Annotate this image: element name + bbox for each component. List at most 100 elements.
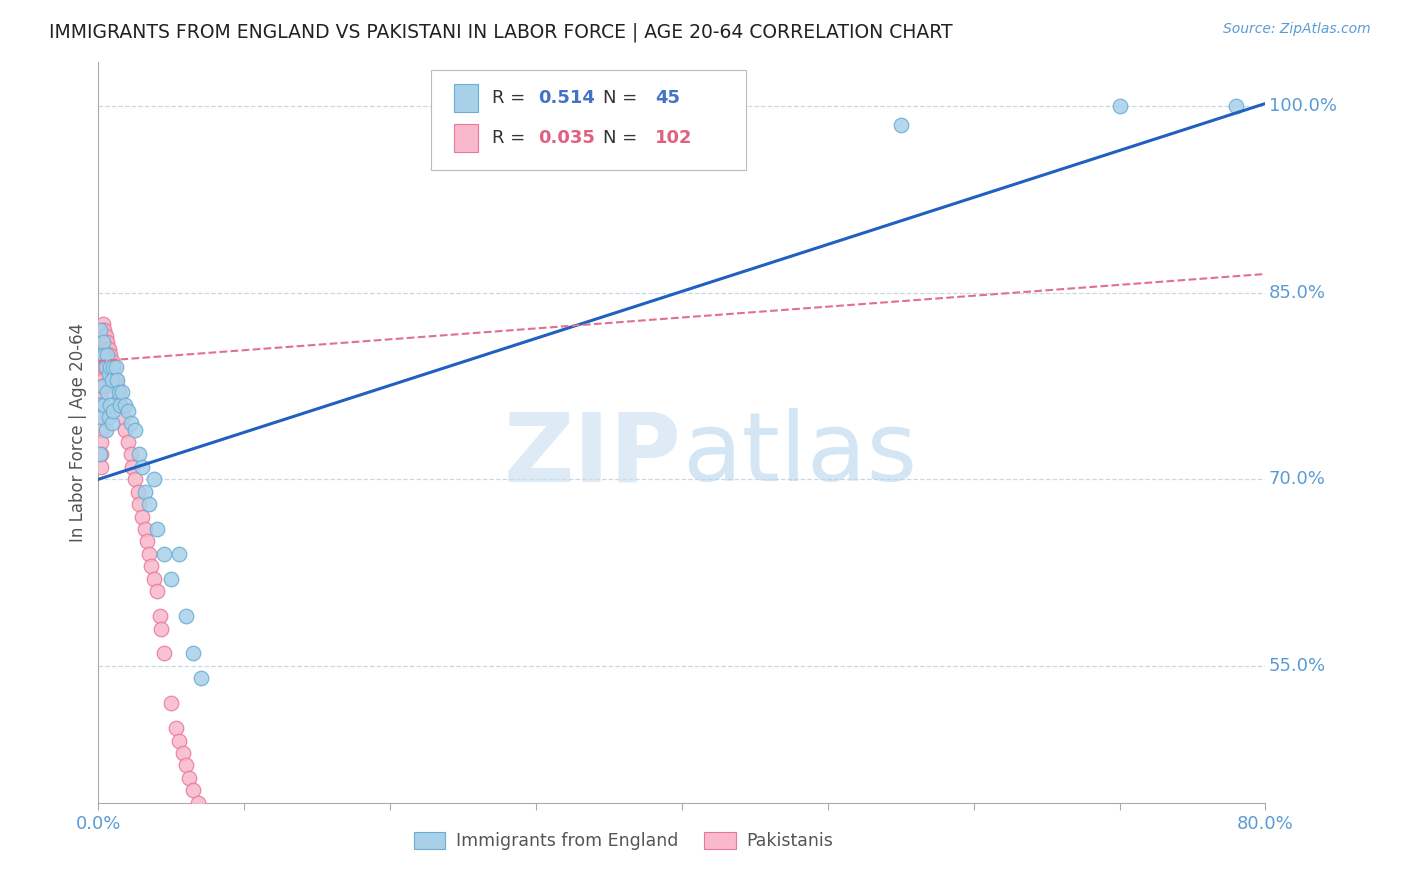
Point — [167, 733, 190, 747]
Point — [114, 398, 136, 412]
Point — [98, 348, 121, 362]
Point — [160, 572, 183, 586]
Point — [90, 360, 112, 375]
Point — [91, 329, 114, 343]
Text: 55.0%: 55.0% — [1268, 657, 1326, 675]
Point — [124, 423, 146, 437]
Point — [150, 622, 173, 636]
Point — [91, 335, 114, 350]
Point — [135, 534, 157, 549]
Point — [93, 398, 115, 412]
Point — [89, 373, 111, 387]
Point — [90, 459, 112, 474]
Point — [120, 417, 142, 431]
Bar — [454, 84, 478, 112]
Point — [90, 423, 112, 437]
Point — [146, 522, 169, 536]
Point — [90, 434, 112, 449]
Bar — [454, 124, 478, 152]
Text: ZIP: ZIP — [503, 409, 682, 501]
Point — [100, 360, 122, 375]
Point — [94, 342, 117, 356]
Point — [124, 472, 146, 486]
Text: atlas: atlas — [682, 409, 917, 501]
Point — [94, 360, 117, 375]
Point — [100, 354, 122, 368]
Point — [89, 447, 111, 461]
Point — [91, 342, 114, 356]
Point — [93, 335, 115, 350]
Point — [90, 410, 112, 425]
Point — [90, 335, 112, 350]
Text: Source: ZipAtlas.com: Source: ZipAtlas.com — [1223, 22, 1371, 37]
Point — [93, 342, 115, 356]
Point — [146, 584, 169, 599]
Point — [93, 329, 115, 343]
Point — [90, 342, 112, 356]
Point — [105, 379, 128, 393]
Point — [90, 348, 112, 362]
Point — [131, 459, 153, 474]
Point — [117, 434, 139, 449]
Point — [97, 360, 120, 375]
Point — [93, 323, 115, 337]
Point — [89, 398, 111, 412]
Point — [89, 335, 111, 350]
Point — [127, 484, 149, 499]
Point — [97, 342, 120, 356]
Point — [121, 459, 143, 474]
Text: 45: 45 — [655, 89, 681, 107]
Point — [89, 379, 111, 393]
Point — [104, 360, 127, 375]
Point — [91, 360, 114, 375]
Text: 0.035: 0.035 — [538, 129, 595, 147]
Point — [142, 472, 165, 486]
Point — [90, 392, 112, 406]
Point — [142, 572, 165, 586]
Point — [91, 373, 114, 387]
Point — [98, 373, 121, 387]
Point — [90, 323, 112, 337]
Text: N =: N = — [603, 89, 643, 107]
Point — [93, 348, 115, 362]
Point — [167, 547, 190, 561]
Point — [90, 410, 112, 425]
Point — [134, 522, 156, 536]
Text: N =: N = — [603, 129, 643, 147]
Point — [108, 392, 131, 406]
Point — [105, 373, 128, 387]
Point — [97, 410, 120, 425]
FancyBboxPatch shape — [432, 70, 747, 169]
Text: 70.0%: 70.0% — [1268, 470, 1326, 488]
Point — [94, 423, 117, 437]
Point — [91, 348, 114, 362]
Point — [89, 323, 111, 337]
Y-axis label: In Labor Force | Age 20-64: In Labor Force | Age 20-64 — [69, 323, 87, 542]
Text: R =: R = — [492, 89, 530, 107]
Point — [174, 609, 197, 624]
Text: 85.0%: 85.0% — [1268, 284, 1326, 301]
Point — [112, 410, 135, 425]
Text: 102: 102 — [655, 129, 693, 147]
Point — [93, 348, 115, 362]
Point — [94, 354, 117, 368]
Point — [160, 696, 183, 710]
Point — [108, 385, 131, 400]
Point — [89, 342, 111, 356]
Point — [89, 348, 111, 362]
Point — [94, 329, 117, 343]
Point — [139, 559, 162, 574]
Point — [190, 808, 212, 822]
Point — [174, 758, 197, 772]
Point — [138, 497, 160, 511]
Point — [98, 360, 121, 375]
Point — [91, 335, 114, 350]
Point — [94, 360, 117, 375]
Point — [104, 373, 127, 387]
Point — [890, 118, 912, 132]
Point — [91, 367, 114, 381]
Point — [93, 354, 115, 368]
Point — [89, 329, 111, 343]
Point — [110, 398, 132, 412]
Point — [120, 447, 142, 461]
